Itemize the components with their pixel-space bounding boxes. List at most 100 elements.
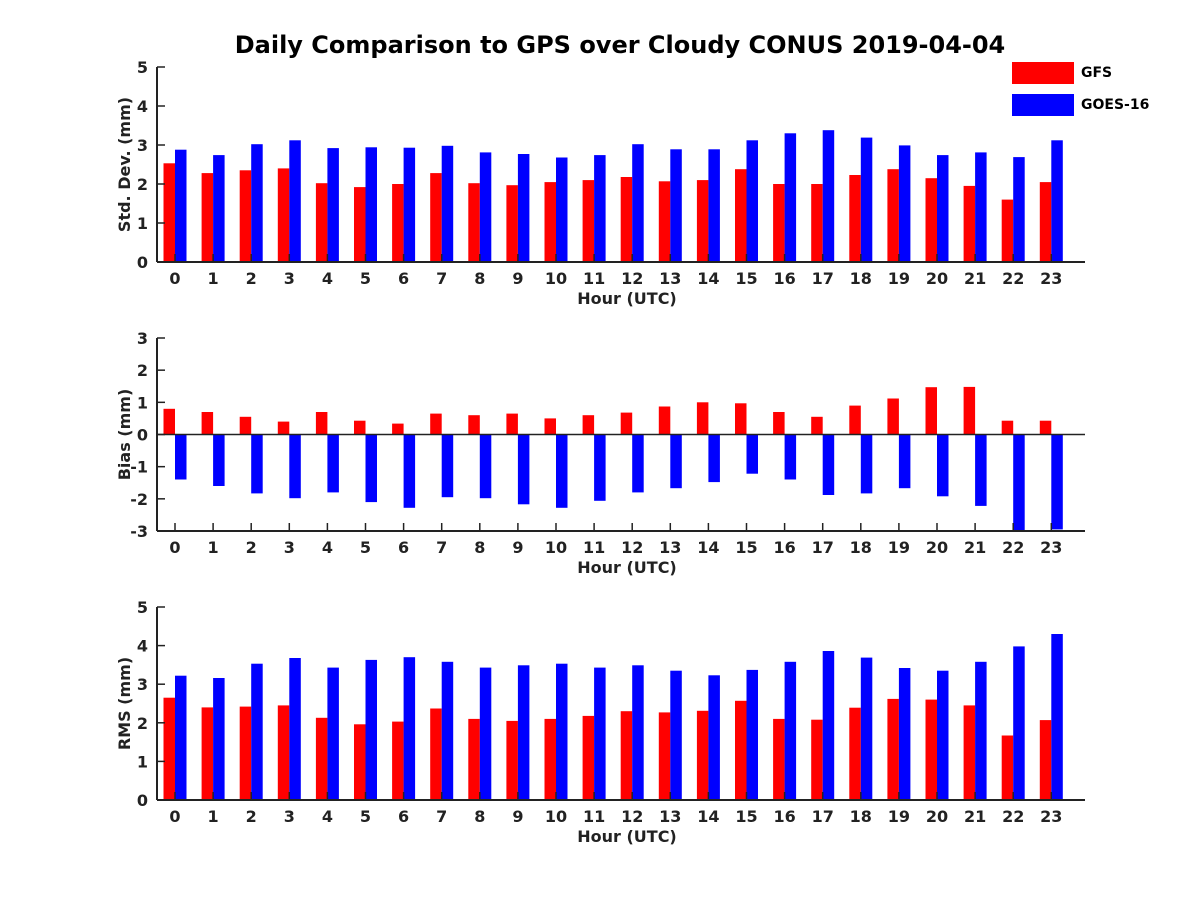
rms-bar-goes16-9 [517,665,530,800]
rms-bar-goes16-19 [898,668,911,800]
rms-bar-goes16-7 [441,661,454,800]
rms-xtick-label: 7 [436,807,447,826]
bias-xtick-label: 22 [1002,538,1024,557]
rms-bar-gfs-5 [354,724,366,800]
bias-bar-gfs-14 [696,402,709,435]
bias-bar-gfs-6 [392,423,404,435]
rms-bar-gfs-9 [506,720,518,800]
rms-xtick-label: 10 [545,807,567,826]
stddev-bar-goes16-18 [860,137,873,262]
stddev-xtick-label: 4 [322,269,333,288]
rms-bar-gfs-0 [163,697,175,800]
rms-ytick-label: 1 [137,752,148,771]
stddev-xtick-label: 21 [964,269,986,288]
stddev-ytick-label: 0 [137,253,148,272]
bias-bar-gfs-16 [773,412,785,435]
bias-xtick-label: 13 [659,538,681,557]
rms-bar-goes16-8 [479,667,492,800]
legend-label-gfs: GFS [1081,65,1113,81]
bias-xtick-label: 1 [208,538,219,557]
rms-bar-gfs-20 [925,699,937,800]
legend-item-goes16: GOES-16 [1012,94,1149,116]
stddev-bar-gfs-21 [963,185,976,262]
rms-xtick-label: 6 [398,807,409,826]
stddev-bar-gfs-20 [925,178,937,262]
rms-xtick-label: 22 [1002,807,1024,826]
bias-bar-gfs-18 [849,405,861,435]
rms-bar-gfs-18 [849,707,861,800]
stddev-xtick-label: 15 [735,269,757,288]
bias-bar-gfs-11 [582,415,595,435]
rms-xtick-label: 8 [474,807,485,826]
bias-bar-gfs-23 [1039,420,1052,435]
bias-bar-goes16-20 [937,434,949,497]
rms-xtick-label: 4 [322,807,333,826]
stddev-xtick-label: 23 [1040,269,1062,288]
bias-bar-goes16-10 [556,434,568,508]
stddev-bar-goes16-12 [632,144,644,262]
bias-xtick-label: 2 [246,538,257,557]
bias-bar-goes16-4 [327,434,339,493]
bias-xtick-label: 14 [697,538,719,557]
stddev-ytick-label: 4 [137,97,148,116]
rms-xtick-label: 16 [773,807,795,826]
legend-swatch-goes16 [1012,94,1074,116]
rms-bar-gfs-2 [239,706,252,800]
stddev-bar-goes16-8 [479,152,492,262]
stddev-bar-gfs-16 [773,184,785,262]
rms-xtick-label: 9 [512,807,523,826]
stddev-bar-gfs-7 [430,173,442,262]
stddev-bar-goes16-5 [365,147,377,262]
stddev-ytick-label: 1 [137,214,148,233]
bias-ytick-label: -1 [130,458,148,477]
stddev-bar-gfs-14 [696,180,709,262]
bias-xtick-label: 6 [398,538,409,557]
bias-bar-gfs-7 [430,413,442,435]
bias-bar-gfs-10 [544,418,556,435]
rms-xtick-label: 5 [360,807,371,826]
stddev-xtick-label: 6 [398,269,409,288]
bias-xtick-label: 12 [621,538,643,557]
bias-bar-gfs-13 [658,406,671,435]
stddev-xtick-label: 16 [773,269,795,288]
stddev-xtick-label: 10 [545,269,567,288]
stddev-ytick-label: 3 [137,136,148,155]
stddev-xtick-label: 11 [583,269,605,288]
stddev-xtick-label: 5 [360,269,371,288]
stddev-bar-gfs-12 [620,177,633,262]
stddev-bar-gfs-13 [658,181,671,262]
bias-bar-gfs-19 [887,398,899,435]
rms-bar-goes16-10 [556,663,568,800]
stddev-bar-goes16-0 [175,149,187,262]
rms-xtick-label: 0 [169,807,180,826]
rms-bar-goes16-12 [632,665,644,800]
rms-bar-gfs-10 [544,718,556,800]
stddev-bar-goes16-4 [327,148,339,262]
bias-ytick-label: 3 [137,329,148,348]
bias-bar-goes16-11 [594,434,606,501]
rms-bar-goes16-0 [175,675,187,800]
rms-bar-gfs-13 [658,712,671,800]
bias-bar-gfs-4 [315,412,328,435]
bias-bar-gfs-20 [925,387,937,435]
stddev-bar-goes16-11 [594,155,606,262]
bias-xtick-label: 0 [169,538,180,557]
rms-ytick-label: 4 [137,637,148,656]
stddev-xtick-label: 12 [621,269,643,288]
rms-bar-gfs-14 [696,710,709,800]
stddev-xtick-label: 14 [697,269,719,288]
rms-xtick-label: 21 [964,807,986,826]
bias-bar-goes16-21 [975,434,987,506]
rms-xtick-label: 18 [850,807,872,826]
stddev-bar-goes16-23 [1051,140,1063,262]
rms-bar-goes16-18 [860,657,873,800]
rms-bar-goes16-20 [937,670,949,800]
stddev-bar-gfs-2 [239,170,252,262]
rms-bar-goes16-17 [822,651,835,800]
rms-bar-gfs-16 [773,718,785,800]
rms-xtick-label: 20 [926,807,948,826]
rms-xtick-label: 3 [284,807,295,826]
stddev-bar-gfs-8 [468,183,480,262]
bias-bar-gfs-22 [1001,420,1014,435]
